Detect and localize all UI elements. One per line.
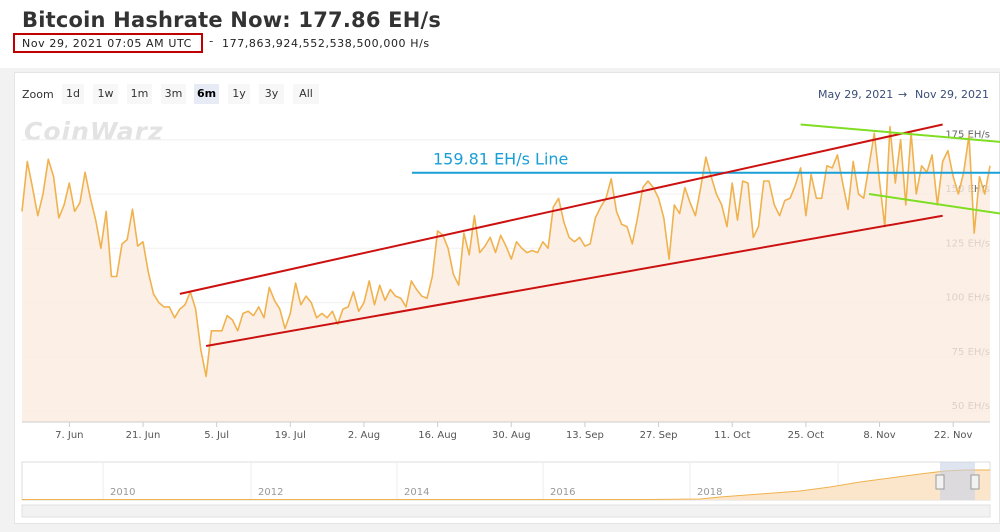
- page-title: Bitcoin Hashrate Now: 177.86 EH/s: [22, 8, 442, 32]
- coinwarz-watermark: CoinWarz: [24, 117, 164, 146]
- x-tick-label: 30. Aug: [492, 430, 531, 441]
- hashrate-line: [21, 125, 991, 378]
- x-tick-label: 21. Jun: [126, 430, 161, 441]
- range-to[interactable]: Nov 29, 2021: [915, 88, 989, 101]
- zoom-1y-button[interactable]: 1y: [228, 84, 250, 104]
- zoom-3m-button[interactable]: 3m: [161, 84, 186, 104]
- range-arrow-icon: →: [898, 88, 908, 101]
- zoom-label: Zoom: [22, 88, 54, 101]
- x-tick-label: 19. Jul: [275, 430, 306, 441]
- zoom-3y-button[interactable]: 3y: [259, 84, 284, 104]
- x-tick-label: 13. Sep: [566, 430, 604, 441]
- zoom-1w-button[interactable]: 1w: [93, 84, 118, 104]
- x-tick-label: 22. Nov: [934, 430, 973, 441]
- green-trendline: [800, 123, 1000, 143]
- hashrate-full-value: 177,863,924,552,538,500,000 H/s: [222, 37, 430, 50]
- header-separator: -: [209, 34, 214, 48]
- annotation-label: 159.81 EH/s Line: [433, 150, 568, 169]
- navigator-year-label: 2016: [550, 487, 575, 498]
- x-tick-label: 27. Sep: [640, 430, 678, 441]
- navigator-selection: [940, 462, 975, 500]
- zoom-all-button[interactable]: All: [293, 84, 319, 104]
- range-from[interactable]: May 29, 2021: [818, 88, 894, 101]
- navigator-area: [22, 470, 990, 500]
- x-tick-label: 5. Jul: [204, 430, 229, 441]
- navigator-scrollbar[interactable]: [21, 504, 991, 518]
- red-trendline: [179, 123, 943, 295]
- x-tick-label: 8. Nov: [863, 430, 895, 441]
- zoom-1d-button[interactable]: 1d: [62, 84, 84, 104]
- zoom-6m-button[interactable]: 6m: [194, 84, 219, 104]
- zoom-1m-button[interactable]: 1m: [127, 84, 152, 104]
- green-trendline: [868, 193, 1000, 215]
- navigator-handle-left[interactable]: [935, 474, 945, 490]
- navigator-year-label: 2010: [110, 487, 135, 498]
- navigator-year-label: 2014: [404, 487, 429, 498]
- hashrate-area: [22, 126, 990, 422]
- x-tick-label: 7. Jun: [55, 430, 83, 441]
- red-trendline: [205, 214, 943, 347]
- navigator-year-label: 2018: [697, 487, 722, 498]
- x-tick-label: 16. Aug: [418, 430, 457, 441]
- y-tick-label: 175 EH/s: [945, 130, 990, 141]
- page-header: Bitcoin Hashrate Now: 177.86 EH/s Nov 29…: [0, 0, 1000, 68]
- x-tick-label: 2. Aug: [348, 430, 380, 441]
- navigator-year-label: 2012: [258, 487, 283, 498]
- navigator-handle-right[interactable]: [970, 474, 980, 490]
- timestamp: Nov 29, 2021 07:05 AM UTC: [22, 37, 192, 50]
- timestamp-highlight-box: [13, 33, 203, 53]
- x-tick-label: 25. Oct: [788, 430, 824, 441]
- x-tick-label: 11. Oct: [714, 430, 750, 441]
